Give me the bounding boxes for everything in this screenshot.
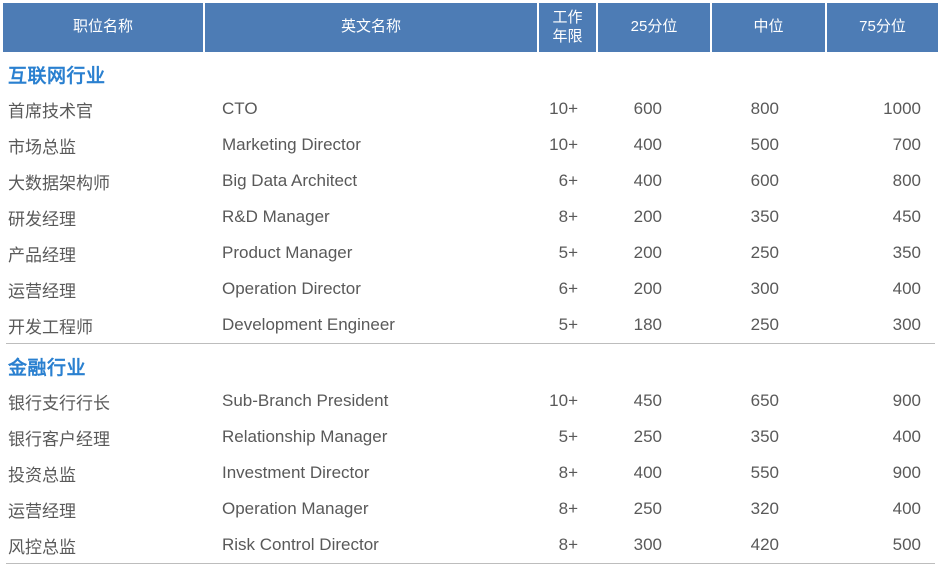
cell-p25: 180 xyxy=(633,315,662,334)
cell-years: 8+ xyxy=(558,499,578,518)
column-header-p25: 25分位 xyxy=(596,3,710,52)
cell-p75: 400 xyxy=(892,427,921,446)
cell-p50: 250 xyxy=(750,315,779,334)
cell-position-en: Product Manager xyxy=(222,243,353,262)
cell-position-en: Operation Manager xyxy=(222,499,369,518)
cell-p75: 900 xyxy=(892,391,921,410)
cell-years: 5+ xyxy=(558,243,578,262)
table-row: 市场总监 Marketing Director 10+ 400 500 700 xyxy=(0,127,941,163)
cell-position-cn: 银行客户经理 xyxy=(8,429,110,449)
cell-position-en: R&D Manager xyxy=(222,207,330,226)
cell-years: 6+ xyxy=(558,279,578,298)
cell-p25: 400 xyxy=(633,463,662,482)
table-row: 开发工程师 Development Engineer 5+ 180 250 300 xyxy=(0,307,941,343)
cell-position-cn: 运营经理 xyxy=(8,281,76,301)
cell-position-en: Relationship Manager xyxy=(222,427,388,446)
table-row: 银行支行行长 Sub-Branch President 10+ 450 650 900 xyxy=(0,383,941,419)
cell-years: 8+ xyxy=(558,535,578,554)
section-divider xyxy=(6,563,935,564)
table-row: 首席技术官 CTO 10+ 600 800 1000 xyxy=(0,91,941,127)
table-header-row: 职位名称 英文名称 工作 年限 25分位 中位 75分位 xyxy=(3,3,938,52)
cell-position-cn: 银行支行行长 xyxy=(8,393,110,413)
table-row: 运营经理 Operation Manager 8+ 250 320 400 xyxy=(0,491,941,527)
cell-p50: 550 xyxy=(750,463,779,482)
table-row: 运营经理 Operation Director 6+ 200 300 400 xyxy=(0,271,941,307)
cell-position-cn: 首席技术官 xyxy=(8,101,93,121)
cell-years: 10+ xyxy=(549,391,578,410)
cell-p75: 900 xyxy=(892,463,921,482)
cell-position-cn: 开发工程师 xyxy=(8,317,93,337)
section-title: 互联网行业 xyxy=(8,65,106,87)
column-header-position-en: 英文名称 xyxy=(203,3,537,52)
cell-p75: 300 xyxy=(892,315,921,334)
column-header-position-cn: 职位名称 xyxy=(72,18,133,36)
cell-p25: 600 xyxy=(633,99,662,118)
cell-position-cn: 风控总监 xyxy=(8,537,76,557)
cell-position-cn: 市场总监 xyxy=(8,137,76,157)
cell-position-en: Investment Director xyxy=(222,463,370,482)
cell-p25: 200 xyxy=(633,207,662,226)
column-header-years: 工作 年限 xyxy=(537,3,596,52)
cell-p25: 400 xyxy=(633,135,662,154)
cell-p75: 500 xyxy=(892,535,921,554)
cell-years: 10+ xyxy=(549,135,578,154)
cell-p25: 200 xyxy=(633,279,662,298)
cell-position-cn: 大数据架构师 xyxy=(8,173,110,193)
cell-p25: 450 xyxy=(633,391,662,410)
cell-p75: 700 xyxy=(892,135,921,154)
cell-p75: 450 xyxy=(892,207,921,226)
cell-position-en: Development Engineer xyxy=(222,315,395,334)
cell-p50: 350 xyxy=(750,427,779,446)
cell-p50: 250 xyxy=(750,243,779,262)
cell-p50: 650 xyxy=(750,391,779,410)
cell-position-cn: 投资总监 xyxy=(8,465,76,485)
cell-p25: 250 xyxy=(633,427,662,446)
table-row: 大数据架构师 Big Data Architect 6+ 400 600 800 xyxy=(0,163,941,199)
cell-p75: 400 xyxy=(892,279,921,298)
table-row: 投资总监 Investment Director 8+ 400 550 900 xyxy=(0,455,941,491)
cell-p25: 250 xyxy=(633,499,662,518)
table-row: 风控总监 Risk Control Director 8+ 300 420 500 xyxy=(0,527,941,563)
cell-p25: 200 xyxy=(633,243,662,262)
cell-p50: 500 xyxy=(750,135,779,154)
cell-years: 10+ xyxy=(549,99,578,118)
cell-years: 5+ xyxy=(558,315,578,334)
cell-position-cn: 研发经理 xyxy=(8,209,76,229)
column-header-p75: 75分位 xyxy=(825,3,938,52)
cell-years: 8+ xyxy=(558,207,578,226)
cell-p50: 600 xyxy=(750,171,779,190)
cell-p50: 300 xyxy=(750,279,779,298)
table-body: 互联网行业首席技术官 CTO 10+ 600 800 1000 市场总监 Marketing … xyxy=(0,57,941,564)
cell-p25: 300 xyxy=(633,535,662,554)
cell-p50: 420 xyxy=(750,535,779,554)
cell-p75: 350 xyxy=(892,243,921,262)
cell-p25: 400 xyxy=(633,171,662,190)
cell-p50: 800 xyxy=(750,99,779,118)
cell-position-cn: 产品经理 xyxy=(8,245,76,265)
cell-years: 5+ xyxy=(558,427,578,446)
cell-p75: 1000 xyxy=(883,99,921,118)
cell-position-en: Big Data Architect xyxy=(222,171,358,190)
section-title: 金融行业 xyxy=(8,357,87,379)
cell-p50: 350 xyxy=(750,207,779,226)
cell-p75: 400 xyxy=(892,499,921,518)
table-row: 研发经理 R&D Manager 8+ 200 350 450 xyxy=(0,199,941,235)
table-row: 银行客户经理 Relationship Manager 5+ 250 350 400 xyxy=(0,419,941,455)
section-divider xyxy=(6,343,935,344)
column-header-p50: 中位 xyxy=(710,3,825,52)
cell-years: 8+ xyxy=(558,463,578,482)
cell-p75: 800 xyxy=(892,171,921,190)
table-row: 产品经理 Product Manager 5+ 200 250 350 xyxy=(0,235,941,271)
cell-years: 6+ xyxy=(558,171,578,190)
cell-position-en: Risk Control Director xyxy=(222,535,379,554)
cell-position-cn: 运营经理 xyxy=(8,501,76,521)
cell-p50: 320 xyxy=(750,499,779,518)
cell-position-en: Operation Director xyxy=(222,279,361,298)
cell-position-en: CTO xyxy=(222,99,258,118)
cell-position-en: Marketing Director xyxy=(222,135,361,154)
cell-position-en: Sub-Branch President xyxy=(222,391,389,410)
